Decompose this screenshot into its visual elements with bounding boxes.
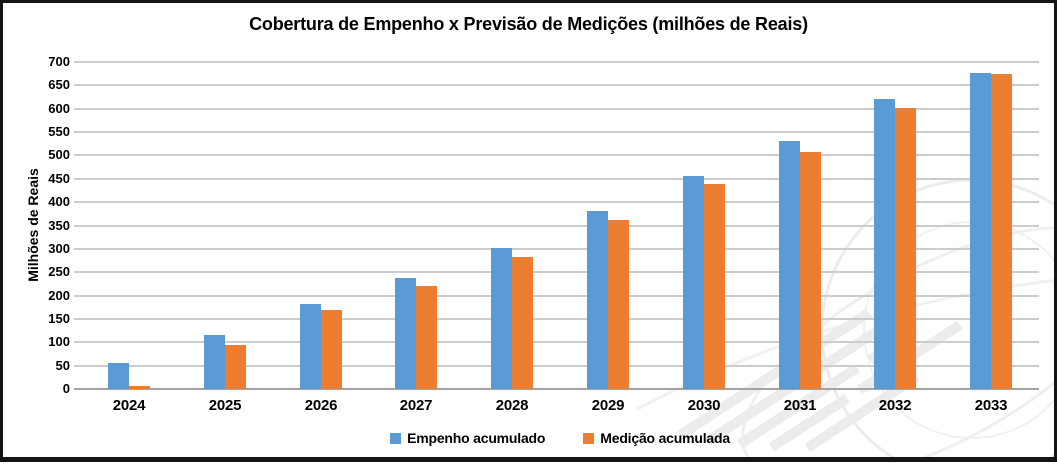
xtick-label-2027: 2027: [399, 397, 433, 414]
gridline-600: [74, 108, 1039, 110]
gridline-650: [74, 84, 1039, 86]
legend-item-medicao: Medição acumulada: [583, 430, 730, 446]
ytick-label-300: 300: [48, 241, 70, 256]
y-axis-title: Milhões de Reais: [25, 168, 41, 282]
bar-empenho-2030: [683, 176, 704, 389]
legend-swatch-icon: [583, 432, 595, 444]
gridline-250: [74, 271, 1039, 273]
xtick-label-2025: 2025: [208, 397, 242, 414]
bar-empenho-2033: [970, 73, 991, 389]
bar-medicao-2033: [991, 74, 1012, 389]
bar-empenho-2024: [108, 363, 129, 389]
xtick-label-2024: 2024: [112, 397, 146, 414]
ytick-label-100: 100: [48, 334, 70, 349]
bar-empenho-2029: [587, 211, 608, 389]
gridline-450: [74, 178, 1039, 180]
gridline-350: [74, 225, 1039, 227]
legend-label: Empenho acumulado: [407, 430, 546, 446]
ytick-label-450: 450: [48, 171, 70, 186]
bar-medicao-2028: [512, 257, 533, 389]
xtick-label-2033: 2033: [974, 397, 1008, 414]
bar-empenho-2031: [779, 141, 800, 389]
bar-medicao-2030: [704, 184, 725, 389]
gridline-50: [74, 365, 1039, 367]
xtick-label-2029: 2029: [591, 397, 625, 414]
bar-medicao-2032: [895, 108, 916, 389]
bar-empenho-2032: [874, 99, 895, 389]
gridline-300: [74, 248, 1039, 250]
gridline-100: [74, 341, 1039, 343]
gridline-550: [74, 131, 1039, 133]
ytick-label-250: 250: [48, 264, 70, 279]
xtick-label-2028: 2028: [495, 397, 529, 414]
gridline-400: [74, 201, 1039, 203]
ytick-label-700: 700: [48, 54, 70, 69]
legend-label: Medição acumulada: [600, 430, 730, 446]
ytick-label-150: 150: [48, 311, 70, 326]
xtick-label-2026: 2026: [304, 397, 338, 414]
ytick-label-200: 200: [48, 288, 70, 303]
xtick-label-2032: 2032: [878, 397, 912, 414]
ytick-label-650: 650: [48, 77, 70, 92]
ytick-label-50: 50: [55, 358, 70, 373]
ytick-label-400: 400: [48, 194, 70, 209]
ytick-label-550: 550: [48, 124, 70, 139]
ytick-label-500: 500: [48, 147, 70, 162]
xtick-label-2030: 2030: [687, 397, 721, 414]
legend-item-empenho: Empenho acumulado: [390, 430, 545, 446]
gridline-500: [74, 154, 1039, 156]
chart-legend: Empenho acumulado Medição acumulada: [81, 430, 1039, 446]
bar-medicao-2027: [416, 286, 437, 389]
bar-empenho-2026: [300, 304, 321, 389]
bar-empenho-2028: [491, 248, 512, 389]
legend-swatch-icon: [390, 432, 402, 444]
plot-area: [74, 61, 1039, 390]
chart-title: Cobertura de Empenho x Previsão de Mediç…: [249, 14, 808, 34]
bar-empenho-2027: [395, 278, 416, 389]
bar-medicao-2025: [225, 345, 246, 389]
gridline-200: [74, 295, 1039, 297]
gridline-700: [74, 61, 1039, 63]
bar-medicao-2029: [608, 220, 629, 389]
gridline-150: [74, 318, 1039, 320]
ytick-label-0: 0: [62, 381, 70, 396]
bar-medicao-2024: [129, 386, 150, 389]
ytick-label-350: 350: [48, 218, 70, 233]
bar-medicao-2031: [800, 152, 821, 389]
bar-medicao-2026: [321, 310, 342, 389]
x-axis-baseline: [74, 388, 1039, 390]
bar-empenho-2025: [204, 335, 225, 389]
ytick-label-600: 600: [48, 101, 70, 116]
xtick-label-2031: 2031: [783, 397, 817, 414]
